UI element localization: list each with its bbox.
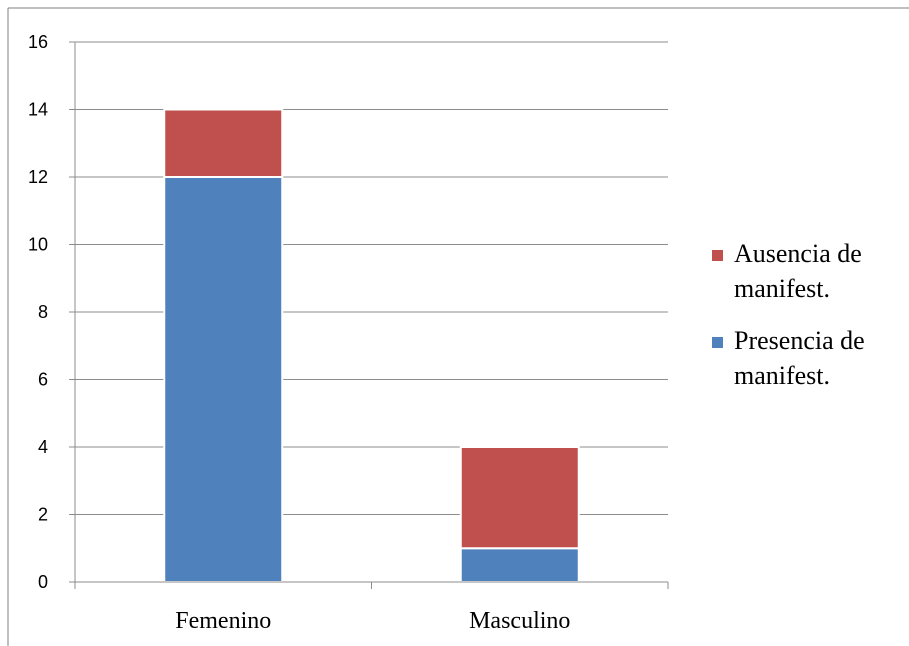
y-tick-label: 10 (28, 235, 48, 255)
bar-segment (163, 176, 284, 583)
legend-swatch (712, 337, 723, 348)
bar-segment (459, 547, 580, 583)
y-tick-label: 14 (28, 100, 48, 120)
legend-label: manifest. (734, 361, 830, 390)
x-axis-category-labels: Femenino Masculino (175, 608, 570, 634)
legend-label: manifest. (734, 274, 830, 303)
legend-label: Ausencia de (734, 239, 862, 268)
legend-swatch (712, 250, 723, 261)
x-category-label: Femenino (175, 608, 271, 634)
bar-segment (163, 108, 284, 178)
bars-group (163, 108, 580, 583)
y-tick-label: 6 (38, 370, 48, 390)
y-tick-label: 2 (38, 505, 48, 525)
axes-group (69, 41, 669, 589)
y-axis-tick-labels: 0 2 4 6 8 10 12 14 16 (28, 32, 48, 592)
x-category-label: Masculino (469, 608, 570, 634)
y-tick-label: 0 (38, 572, 48, 592)
legend: Ausencia de manifest. Presencia de manifest… (712, 239, 865, 390)
y-tick-label: 4 (38, 437, 48, 457)
y-tick-label: 12 (28, 167, 48, 187)
y-tick-label: 16 (28, 32, 48, 52)
bar-segment (459, 446, 580, 550)
legend-label: Presencia de (734, 326, 865, 355)
y-tick-label: 8 (38, 302, 48, 322)
